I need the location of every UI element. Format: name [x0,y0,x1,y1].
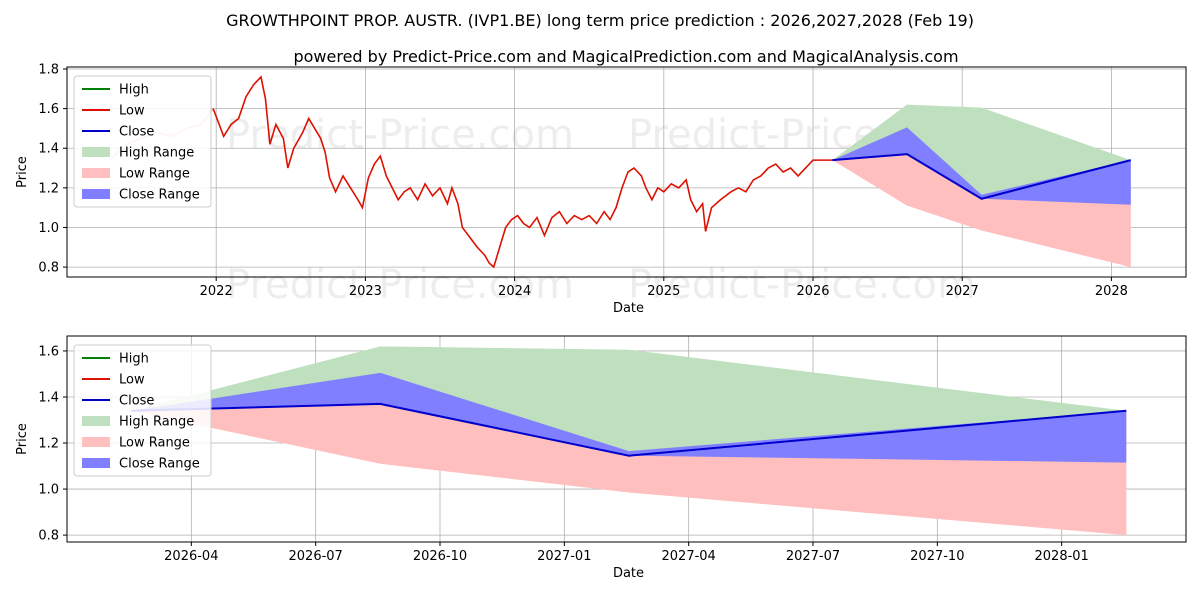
bottom-y-tick-label-2: 1.2 [38,437,59,452]
top-legend-low-range-label: Low Range [119,167,190,182]
top-legend: High Low Close High Range Low Range Close Ran… [73,75,212,208]
bottom-y-axis-label: Price [15,423,30,455]
bottom-axes-frame [66,335,1187,543]
top-x-tick-label-6: 2028 [1095,284,1128,299]
top-plot-area [111,75,1132,269]
top-x-tick-label-2: 2024 [498,284,531,299]
bottom-y-tick-label-3: 1.4 [38,390,59,405]
bottom-close-range-area [131,372,1127,463]
bottom-x-axis-label: Date [613,566,644,581]
top-x-tick-label-1: 2023 [349,284,382,299]
bottom-y-tick-label-4: 1.6 [38,344,59,359]
bottom-legend-low-label: Low [119,373,145,388]
bottom-x-tick-label-0: 2026-04 [164,549,218,564]
top-legend-close-range-swatch [82,189,110,199]
top-watermark-right-1: Predict-Price.com [628,262,976,308]
bottom-legend-low-range-label: Low Range [119,436,190,451]
top-legend-close-label: Close [119,125,154,140]
bottom-legend-high-range-label: High Range [119,415,194,430]
top-watermark-left-1: Predict-Price.com [226,262,574,308]
top-x-tick-label-5: 2027 [946,284,979,299]
top-y-tick-label-5: 1.8 [38,62,59,77]
bottom-x-tick-label-6: 2027-10 [910,549,964,564]
top-y-tick-label-4: 1.6 [38,102,59,117]
top-x-axis-label: Date [613,301,644,316]
bottom-legend-close-range-swatch [82,458,110,468]
top-x-tick-label-3: 2025 [647,284,680,299]
top-history-line [212,75,833,269]
bottom-legend: High Low Close High Range Low Range Close Ran… [73,344,212,477]
top-y-tick-label-3: 1.4 [38,142,59,157]
top-y-tick-label-1: 1.0 [38,221,59,236]
bottom-legend-low-range-swatch [82,437,110,447]
bottom-legend-high-range-swatch [82,416,110,426]
bottom-legend-close-range-label: Close Range [119,457,200,472]
top-watermark-left-0: Predict-Price.com [226,112,574,158]
bottom-x-tick-label-7: 2028-01 [1035,549,1089,564]
top-legend-low-range-swatch [82,168,110,178]
bottom-x-tick-label-1: 2026-07 [289,549,343,564]
top-y-axis-label: Price [15,156,30,188]
bottom-plot-area [131,346,1127,536]
top-legend-close-range-label: Close Range [119,188,200,203]
top-y-tick-label-0: 0.8 [38,261,59,276]
top-y-tick-label-2: 1.2 [38,181,59,196]
top-x-tick-label-0: 2022 [200,284,233,299]
bottom-x-tick-label-5: 2027-07 [786,549,840,564]
top-legend-low-label: Low [119,104,145,119]
top-legend-high-range-label: High Range [119,146,194,161]
top-close-line [832,153,1132,200]
top-axes-frame [66,66,1187,278]
bottom-legend-close-label: Close [119,394,154,409]
top-legend-high-label: High [119,83,149,98]
top-legend-high-range-swatch [82,147,110,157]
bottom-y-tick-label-1: 1.0 [38,483,59,498]
chart-title: GROWTHPOINT PROP. AUSTR. (IVP1.BE) long … [226,11,974,30]
bottom-x-tick-label-4: 2027-04 [662,549,716,564]
bottom-panel: Predict-Price.comPredict-Price.com2026-0… [15,335,1187,581]
top-x-tick-label-4: 2026 [796,284,829,299]
chart-subtitle: powered by Predict-Price.com and Magical… [293,47,958,66]
bottom-y-tick-label-0: 0.8 [38,529,59,544]
bottom-x-tick-label-2: 2026-10 [413,549,467,564]
top-close-range-area [832,127,1131,205]
bottom-legend-high-label: High [119,352,149,367]
bottom-close-line [131,402,1127,457]
bottom-x-tick-label-3: 2027-01 [537,549,591,564]
top-panel: Predict-Price.com Predict-Price.com Predic… [15,62,1187,316]
